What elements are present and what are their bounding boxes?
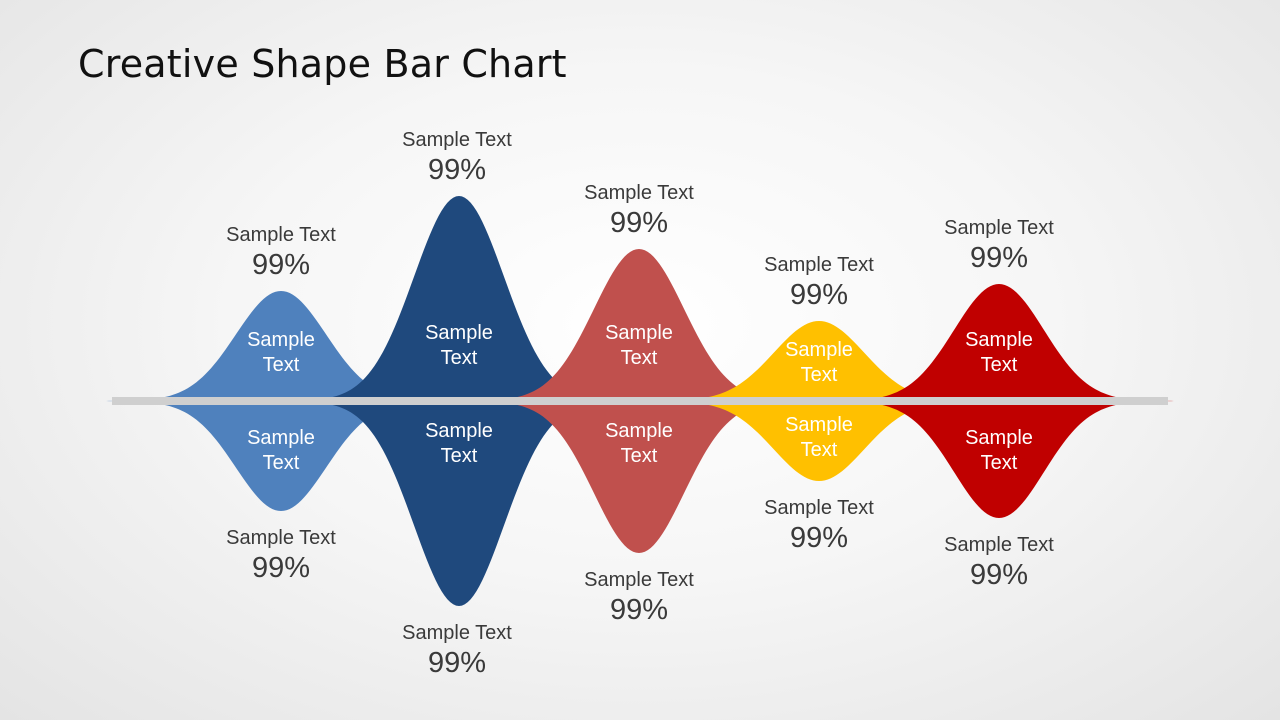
inner-label-up-1-line-1: Sample	[247, 329, 315, 351]
chart-baseline	[112, 397, 1168, 405]
bell-shape-down-2	[284, 401, 634, 606]
inner-label-down-4-line-2: Text	[801, 439, 838, 461]
inner-label-down-2-line-1: Sample	[425, 420, 493, 442]
bell-shape-up-4	[644, 321, 994, 401]
inner-label-up-3-line-1: Sample	[605, 322, 673, 344]
inner-label-up-4-line-1: Sample	[785, 339, 853, 361]
slide-title: Creative Shape Bar Chart	[78, 42, 567, 86]
bell-shape-down-5	[824, 401, 1174, 518]
outer-caption-up-4: Sample Text	[764, 254, 874, 276]
inner-label-up-1-line-2: Text	[263, 354, 300, 376]
inner-label-up-4-line-2: Text	[801, 364, 838, 386]
inner-label-down-3-line-1: Sample	[605, 420, 673, 442]
bell-shape-down-3	[464, 401, 814, 553]
bell-shape-up-3	[464, 249, 814, 401]
outer-caption-up-2: Sample Text	[402, 129, 512, 151]
outer-caption-down-2: Sample Text	[402, 622, 512, 644]
chart-labels: Sample Text Sample Text 99% Sample Text Sample…	[226, 129, 1054, 679]
bell-shape-down-1	[106, 401, 456, 511]
chart-shapes	[106, 196, 1174, 606]
outer-value-down-2: 99%	[428, 647, 486, 679]
outer-caption-down-4: Sample Text	[764, 497, 874, 519]
outer-value-up-1: 99%	[252, 249, 310, 281]
inner-label-down-2-line-2: Text	[441, 445, 478, 467]
inner-label-down-5-line-1: Sample	[965, 427, 1033, 449]
outer-value-up-4: 99%	[790, 279, 848, 311]
outer-caption-up-1: Sample Text	[226, 224, 336, 246]
outer-caption-down-3: Sample Text	[584, 569, 694, 591]
outer-value-down-3: 99%	[610, 594, 668, 626]
bell-shape-up-2	[284, 196, 634, 401]
bell-shape-down-4	[644, 401, 994, 481]
outer-caption-down-5: Sample Text	[944, 534, 1054, 556]
inner-label-down-5-line-2: Text	[981, 452, 1018, 474]
outer-value-down-4: 99%	[790, 522, 848, 554]
outer-caption-down-1: Sample Text	[226, 527, 336, 549]
inner-label-down-3-line-2: Text	[621, 445, 658, 467]
outer-caption-up-5: Sample Text	[944, 217, 1054, 239]
inner-label-up-3-line-2: Text	[621, 347, 658, 369]
inner-label-up-5-line-1: Sample	[965, 329, 1033, 351]
outer-value-up-5: 99%	[970, 242, 1028, 274]
bell-shape-up-1	[106, 291, 456, 401]
inner-label-down-4-line-1: Sample	[785, 414, 853, 436]
bell-shape-up-5	[824, 284, 1174, 401]
outer-value-down-5: 99%	[970, 559, 1028, 591]
outer-caption-up-3: Sample Text	[584, 182, 694, 204]
inner-label-down-1-line-2: Text	[263, 452, 300, 474]
inner-label-up-2-line-1: Sample	[425, 322, 493, 344]
inner-label-up-2-line-2: Text	[441, 347, 478, 369]
outer-value-up-3: 99%	[610, 207, 668, 239]
outer-value-up-2: 99%	[428, 154, 486, 186]
inner-label-up-5-line-2: Text	[981, 354, 1018, 376]
inner-label-down-1-line-1: Sample	[247, 427, 315, 449]
outer-value-down-1: 99%	[252, 552, 310, 584]
